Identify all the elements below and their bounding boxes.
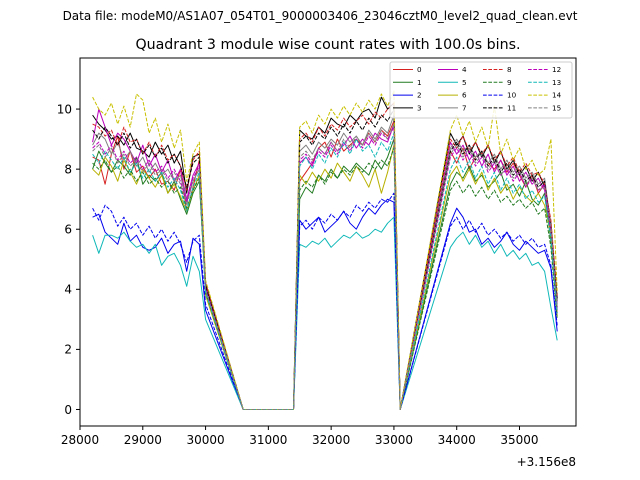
figure-suptitle: Data file: modeM0/AS1A07_054T01_90000034… [63, 9, 578, 23]
x-axis: 28000 29000 30000 31000 32000 33000 34000 35000 [61, 426, 539, 447]
legend-label-10: 10 [507, 91, 517, 100]
legend-label-13: 13 [552, 78, 561, 87]
x-tick-label: 34000 [438, 433, 476, 447]
series-line-10 [92, 192, 558, 410]
legend-label-14: 14 [552, 91, 562, 100]
series-line-12 [92, 126, 558, 410]
series-line-14 [92, 90, 558, 410]
series-line-8 [92, 102, 558, 410]
y-tick-label: 0 [64, 403, 72, 417]
y-tick-label: 6 [64, 223, 72, 237]
series-line-13 [92, 132, 558, 410]
series-line-9 [92, 147, 558, 410]
legend-box [389, 61, 573, 119]
x-tick-label: 33000 [375, 433, 413, 447]
y-tick-label: 10 [57, 102, 72, 116]
series-line-15 [92, 123, 558, 410]
x-tick-label: 32000 [312, 433, 350, 447]
x-tick-label: 28000 [61, 433, 99, 447]
legend-label-15: 15 [552, 103, 561, 112]
legend-label-6: 6 [462, 91, 467, 100]
y-tick-label: 2 [64, 343, 72, 357]
x-tick-label: 29000 [124, 433, 162, 447]
series-line-11 [92, 108, 558, 410]
legend-label-1: 1 [417, 78, 422, 87]
legend-label-5: 5 [462, 78, 467, 87]
axes-frame [79, 57, 577, 427]
plot-area [92, 90, 558, 410]
x-tick-label: 31000 [249, 433, 287, 447]
series-line-5 [92, 216, 558, 410]
x-offset-label: +3.156e8 [517, 455, 576, 469]
legend-label-2: 2 [417, 91, 422, 100]
legend-label-12: 12 [552, 65, 561, 74]
legend-label-11: 11 [507, 103, 516, 112]
y-tick-label: 4 [64, 283, 72, 297]
series-line-6 [92, 144, 558, 410]
legend-label-7: 7 [462, 103, 467, 112]
legend-label-9: 9 [507, 78, 512, 87]
legend-label-3: 3 [417, 103, 422, 112]
legend-label-0: 0 [417, 65, 422, 74]
y-tick-label: 8 [64, 162, 72, 176]
y-axis: 0 2 4 6 8 10 [57, 102, 80, 417]
legend-label-4: 4 [462, 65, 467, 74]
x-tick-label: 30000 [186, 433, 224, 447]
x-tick-label: 35000 [500, 433, 538, 447]
chart-title: Quadrant 3 module wise count rates with … [135, 37, 520, 53]
legend-label-8: 8 [507, 65, 512, 74]
